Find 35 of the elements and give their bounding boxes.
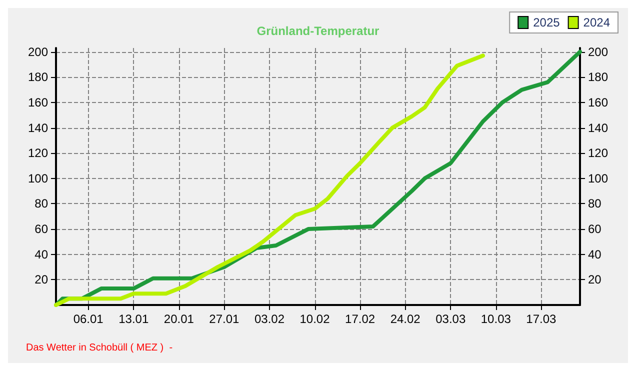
x-tick-label: 27.01 <box>209 312 240 326</box>
y2-tick-label: 100 <box>588 171 608 186</box>
y2-tick-label: 40 <box>588 247 602 262</box>
y-tick-label: 60 <box>34 222 48 236</box>
x-tick-label: 06.01 <box>73 312 104 326</box>
y-tick-label: 120 <box>28 146 48 160</box>
y2-tick-label: 60 <box>588 222 602 236</box>
text: Das Wetter in Schobüll ( MEZ ) - <box>26 342 173 354</box>
legend-label: 2024 <box>583 16 610 30</box>
y2-tick-label: 180 <box>588 70 608 84</box>
y2-tick-label: 120 <box>588 146 608 160</box>
y-tick-label: 140 <box>28 120 48 135</box>
y-tick-label: 80 <box>34 196 48 211</box>
x-tick-label: 13.01 <box>118 312 149 326</box>
x-tick-label: 17.02 <box>345 312 376 326</box>
y2-tick-label: 80 <box>588 196 602 211</box>
y2-tick-label: 20 <box>588 272 602 287</box>
y-tick-label: 200 <box>28 44 48 59</box>
y2-tick-label: 140 <box>588 120 608 135</box>
y-tick-label: 20 <box>34 272 48 287</box>
x-tick-label: 20.01 <box>164 312 194 326</box>
chart-title: Grünland-Temperatur <box>256 24 380 38</box>
x-tick-label: 03.02 <box>254 312 285 326</box>
y-tick-label: 180 <box>28 70 48 84</box>
x-tick-label: 10.03 <box>480 312 512 326</box>
y-tick-label: 100 <box>28 171 48 186</box>
x-tick-label: 24.02 <box>390 312 421 326</box>
y2-tick-label: 160 <box>588 95 608 110</box>
legend-label: 2025 <box>533 16 560 30</box>
x-tick-label: 03.03 <box>436 312 466 326</box>
x-tick-label: 17.03 <box>526 312 557 326</box>
y2-tick-label: 200 <box>588 44 608 59</box>
y-tick-label: 40 <box>34 247 48 262</box>
y-tick-label: 160 <box>28 95 48 110</box>
x-tick-label: 10.02 <box>300 312 330 326</box>
